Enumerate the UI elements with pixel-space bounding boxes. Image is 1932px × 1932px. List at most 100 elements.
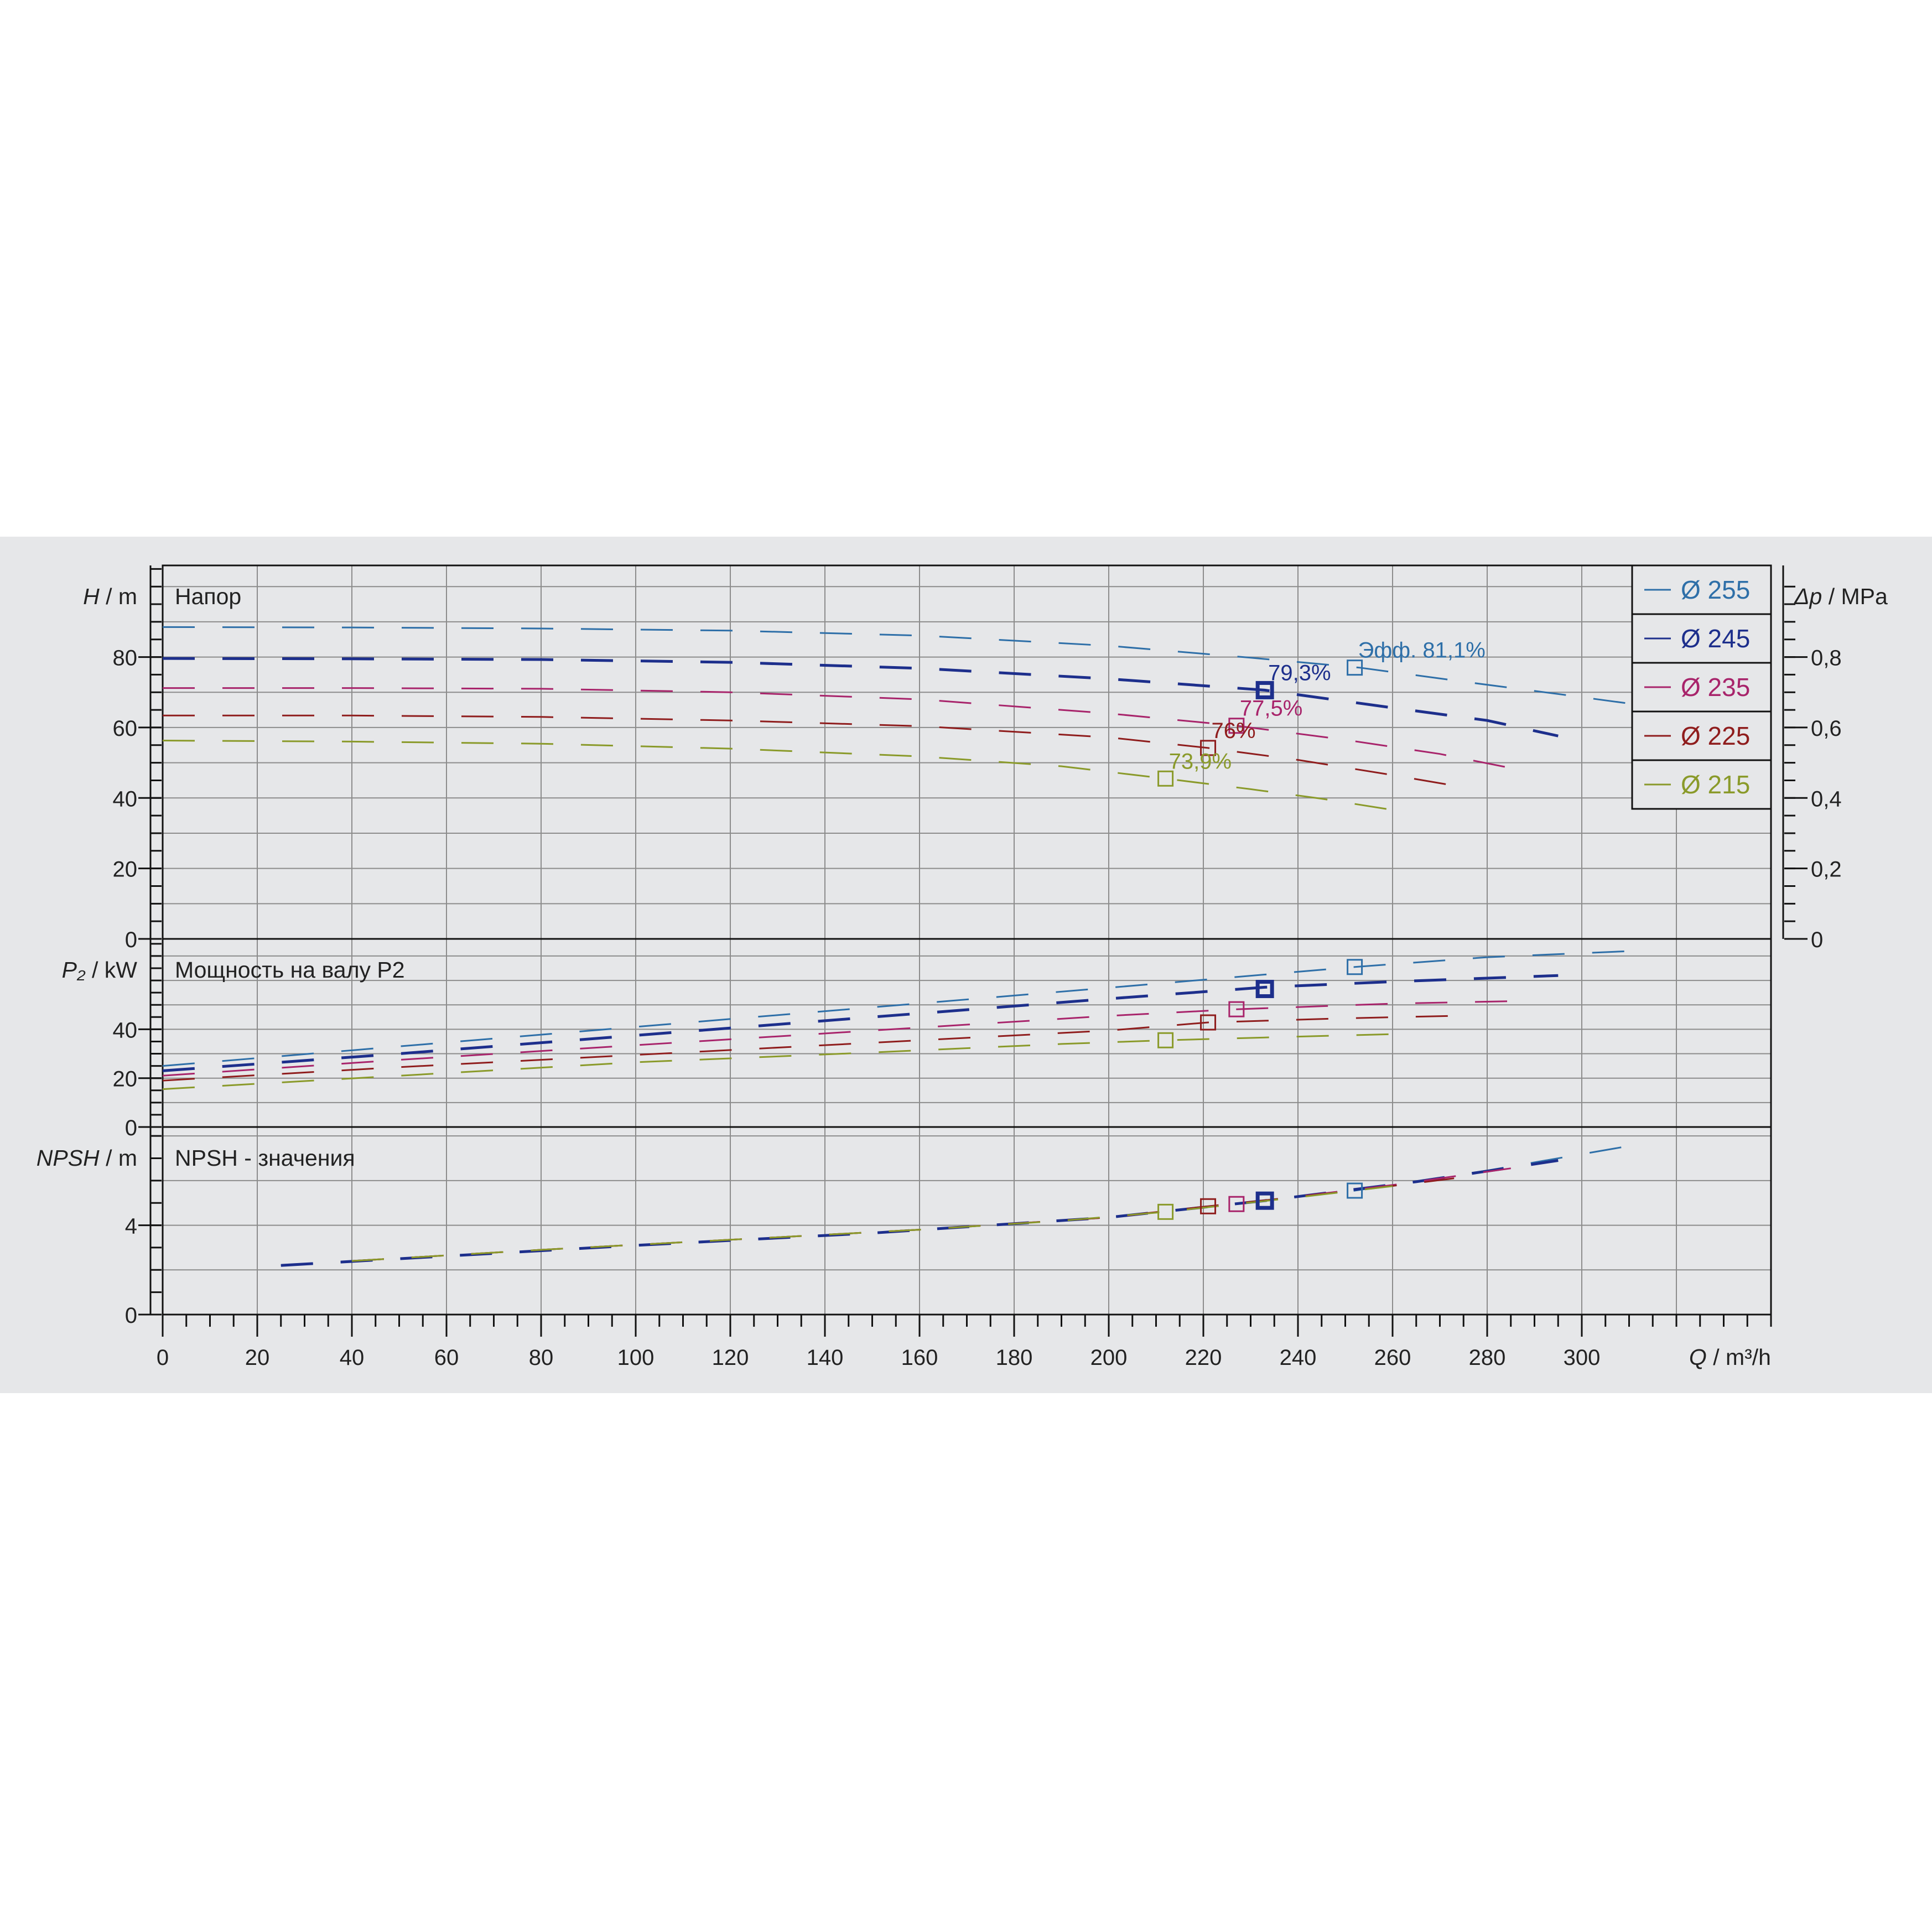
power-markers	[1157, 959, 1363, 1048]
axis-symbol: P₂	[62, 957, 86, 983]
y-tick-label: 20	[113, 858, 138, 882]
npsh-curves	[281, 1145, 1629, 1267]
axis-symbol: Δp	[1794, 584, 1822, 609]
npsh-operating-point-marker	[1157, 1203, 1174, 1220]
power-operating-point-marker	[1347, 959, 1363, 975]
pressure-tick-label: 0,2	[1811, 858, 1842, 882]
pressure-axis: 0 0,2 0,4 0,6 0,8 Δp / MPa	[1782, 565, 1888, 952]
head-curves	[162, 626, 1629, 811]
head-y-axis: 0 20 40 60 80 H / m Напор	[83, 565, 241, 952]
x-tick-label: 80	[529, 1346, 554, 1370]
axis-symbol: NPSH	[37, 1145, 100, 1171]
npsh-operating-point-marker	[1255, 1191, 1274, 1210]
legend-entry-label: Ø 215	[1681, 770, 1750, 799]
head-curve-diameter-235	[163, 687, 1512, 769]
npsh-markers	[1157, 1182, 1363, 1220]
power-curve-diameter-245	[162, 974, 1559, 1072]
head-curve-diameter-255	[162, 626, 1629, 705]
head-operating-point-marker	[1255, 681, 1274, 699]
npsh-y-axis: 0 4 NPSH / m NPSH - значения	[37, 1127, 355, 1328]
npsh-y-axis-label: NPSH / m	[37, 1145, 137, 1171]
x-tick-label: 40	[340, 1346, 365, 1370]
head-curve-diameter-225	[163, 714, 1455, 787]
power-y-axis-label: P₂ / kW	[62, 957, 138, 983]
legend-entry-label: Ø 245	[1681, 624, 1750, 653]
x-tick-label: 220	[1185, 1346, 1222, 1370]
power-operating-point-marker	[1255, 980, 1274, 999]
power-operating-point-marker	[1228, 1001, 1245, 1017]
pressure-axis-label: Δp / MPa	[1794, 584, 1888, 609]
legend-entry-label: Ø 255	[1681, 575, 1750, 604]
pressure-tick-label: 0	[1811, 928, 1823, 952]
legend-entry-label: Ø 225	[1681, 721, 1750, 750]
x-tick-label: 240	[1280, 1346, 1317, 1370]
head-operating-point-marker	[1347, 659, 1363, 676]
x-tick-label: 0	[157, 1346, 169, 1370]
y-tick-label: 4	[125, 1214, 137, 1239]
power-curves	[162, 950, 1629, 1090]
power-curve-diameter-235	[162, 1000, 1511, 1077]
efficiency-label: 79,3%	[1268, 661, 1331, 685]
y-tick-label: 20	[113, 1067, 138, 1092]
npsh-horizontal-grid	[163, 1135, 1771, 1271]
pressure-tick-label: 0,6	[1811, 716, 1842, 741]
y-tick-label: 80	[113, 646, 138, 671]
axis-symbol: H	[83, 584, 100, 609]
x-tick-label: 60	[434, 1346, 459, 1370]
x-tick-label: 300	[1564, 1346, 1601, 1370]
y-tick-label: 0	[125, 928, 137, 952]
head-operating-point-marker	[1200, 740, 1217, 756]
x-tick-label: 140	[807, 1346, 844, 1370]
head-horizontal-grid	[163, 586, 1771, 905]
axis-symbol: Q	[1689, 1344, 1707, 1370]
x-tick-label: 180	[996, 1346, 1033, 1370]
axis-unit: / m³/h	[1707, 1344, 1771, 1370]
power-operating-point-marker	[1200, 1014, 1217, 1031]
head-markers: Эфф. 81,1% 79,3% 77,5%76% 73,9%	[1157, 638, 1486, 787]
head-y-axis-label: H / m	[83, 584, 137, 609]
axis-unit: / MPa	[1822, 584, 1888, 609]
npsh-operating-point-marker	[1347, 1182, 1363, 1199]
head-curve-diameter-245	[162, 657, 1559, 738]
legend-entry-label: Ø 235	[1681, 673, 1750, 702]
head-panel-title: Напор	[175, 584, 241, 609]
head-operating-point-marker	[1157, 770, 1174, 787]
legend: Ø 255 Ø 245 Ø 235 Ø 225 Ø 215	[1631, 564, 1772, 810]
x-tick-label: 20	[245, 1346, 270, 1370]
power-y-axis: 0 20 40 P₂ / kW Мощность на валу P2	[62, 939, 405, 1140]
y-tick-label: 60	[113, 716, 138, 741]
efficiency-label: 77,5%	[1240, 697, 1302, 721]
power-panel-title: Мощность на валу P2	[175, 957, 405, 983]
x-axis: 0 20 40 60 80 100 120 140 160 180 200 220 240 260 280 3…	[157, 1315, 1772, 1370]
power-horizontal-grid	[163, 955, 1771, 1103]
pressure-tick-label: 0,8	[1811, 646, 1842, 671]
axis-unit: / kW	[86, 957, 138, 983]
x-tick-label: 280	[1469, 1346, 1506, 1370]
efficiency-label: 76%	[1212, 719, 1256, 743]
y-tick-label: 40	[113, 787, 138, 811]
y-tick-label: 0	[125, 1116, 137, 1140]
x-tick-label: 100	[617, 1346, 655, 1370]
x-tick-label: 200	[1090, 1346, 1128, 1370]
vertical-grid	[257, 565, 1677, 1315]
pressure-tick-label: 0,4	[1811, 787, 1842, 811]
npsh-operating-point-marker	[1228, 1196, 1245, 1212]
power-curve-diameter-215	[162, 1033, 1393, 1090]
efficiency-label: Эфф. 81,1%	[1358, 638, 1486, 663]
x-tick-label: 120	[712, 1346, 749, 1370]
axis-unit: / m	[100, 584, 137, 609]
efficiency-label: 73,9%	[1169, 749, 1232, 773]
x-axis-label: Q / m³/h	[1689, 1344, 1771, 1370]
y-tick-label: 40	[113, 1018, 138, 1042]
npsh-curve-diameter-215	[351, 1185, 1393, 1262]
npsh-operating-point-marker	[1200, 1198, 1217, 1214]
x-tick-label: 160	[901, 1346, 938, 1370]
power-curve-diameter-225	[162, 1015, 1455, 1082]
axis-unit: / m	[100, 1145, 137, 1171]
x-tick-label: 260	[1374, 1346, 1411, 1370]
head-operating-point-marker	[1228, 718, 1245, 734]
npsh-panel-title: NPSH - значения	[175, 1145, 355, 1171]
power-operating-point-marker	[1157, 1032, 1174, 1048]
y-tick-label: 0	[125, 1303, 137, 1328]
